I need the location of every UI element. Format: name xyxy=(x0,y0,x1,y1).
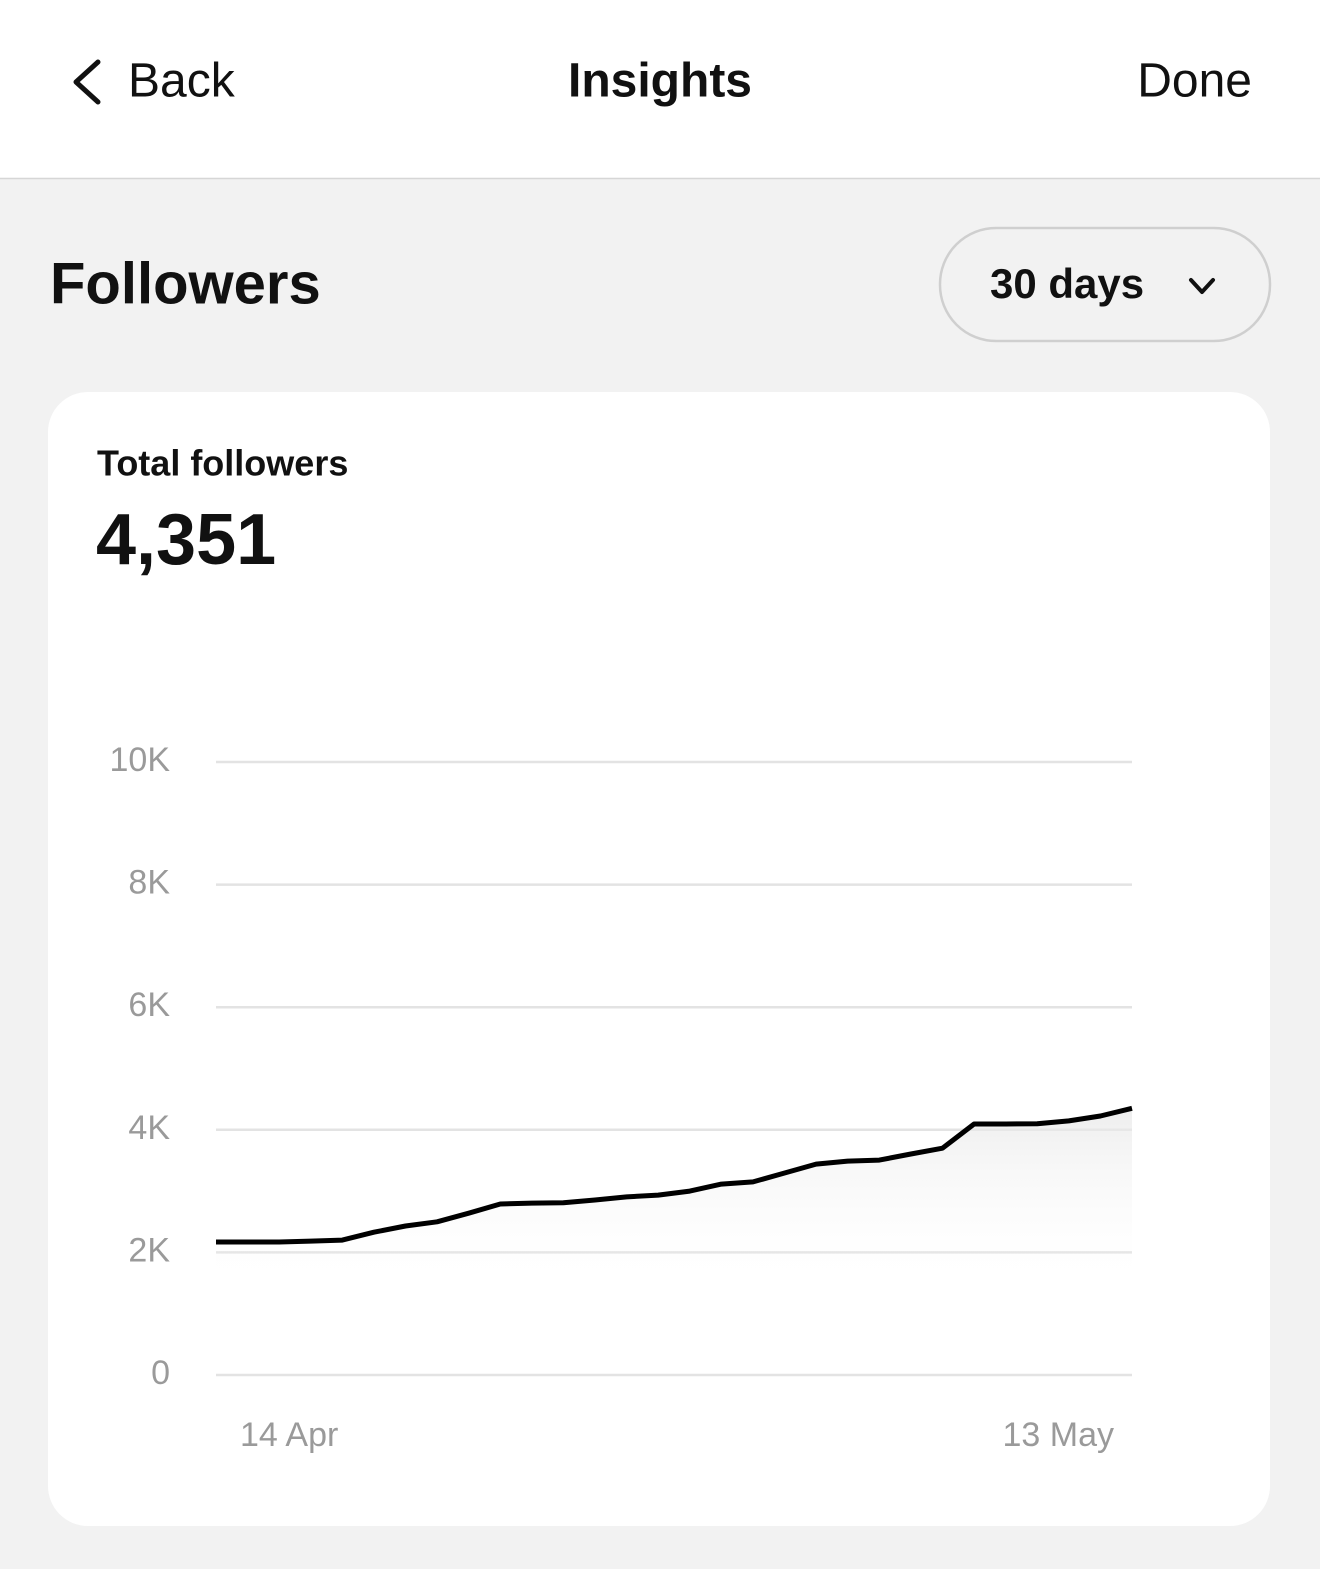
card-label: Total followers xyxy=(97,443,348,484)
header-bar xyxy=(0,0,1320,178)
page-title: Insights xyxy=(568,55,752,108)
y-tick-label: 4K xyxy=(128,1109,170,1147)
card-total: 4,351 xyxy=(96,500,276,580)
y-tick-label: 6K xyxy=(128,986,170,1024)
period-label[interactable]: 30 days xyxy=(990,260,1144,307)
x-tick-label: 13 May xyxy=(1003,1416,1115,1454)
area-fill xyxy=(216,1108,1132,1290)
back-chevron[interactable] xyxy=(73,59,101,105)
y-tick-label: 2K xyxy=(128,1231,170,1269)
y-tick-label: 0 xyxy=(151,1354,170,1392)
y-tick-label: 10K xyxy=(110,741,171,779)
period-dropdown[interactable] xyxy=(938,226,1272,343)
dropdown-chevron[interactable] xyxy=(1189,278,1215,294)
line xyxy=(216,1105,1133,1245)
y-tick-label: 8K xyxy=(128,864,170,902)
section-title: Followers xyxy=(50,251,321,316)
chart: 0 2K 4K 6K 8K 10K 14 Apr 13 May xyxy=(110,741,1133,1454)
back-button[interactable]: Back xyxy=(128,55,236,108)
done-button[interactable]: Done xyxy=(1137,55,1252,108)
x-tick-label: 14 Apr xyxy=(240,1416,338,1454)
